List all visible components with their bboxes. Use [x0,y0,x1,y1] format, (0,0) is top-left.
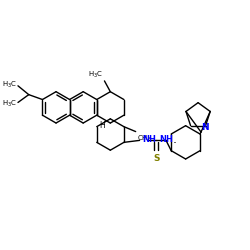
Text: NH: NH [159,135,173,144]
Text: CH$_3$: CH$_3$ [137,134,152,144]
Text: H$_3$C: H$_3$C [88,70,104,80]
Text: N: N [201,123,209,132]
Text: NH: NH [142,135,156,144]
Text: ·: · [172,137,176,150]
Text: H$_3$C: H$_3$C [2,98,17,108]
Text: H$_3$C: H$_3$C [2,80,17,90]
Text: H: H [100,120,105,130]
Text: S: S [153,154,160,163]
